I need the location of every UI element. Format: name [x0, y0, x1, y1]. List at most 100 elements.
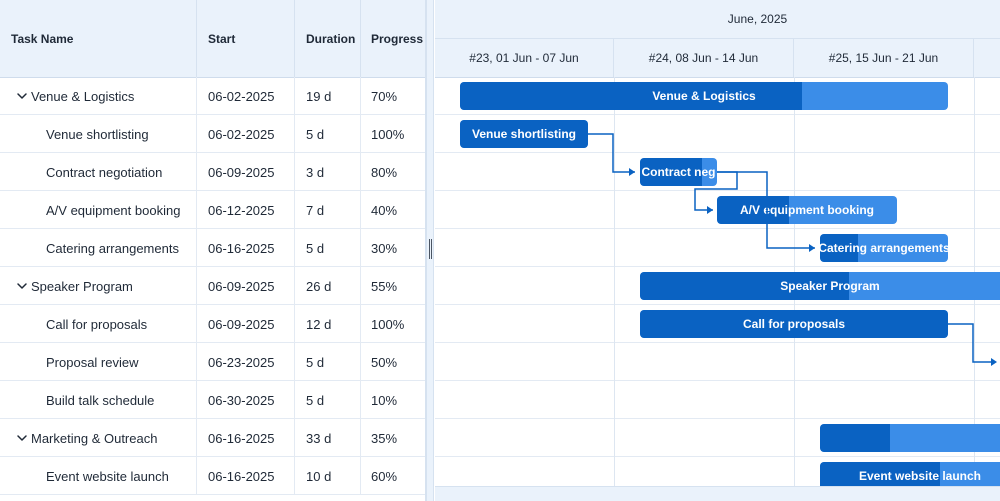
cell-progress: 55%	[361, 267, 425, 305]
cell-progress: 50%	[361, 343, 425, 381]
cell-text: 06-02-2025	[208, 126, 275, 142]
cell-duration: 5 d	[295, 115, 361, 153]
cell-text: 30%	[371, 240, 398, 256]
timeline-week-24: #24, 08 Jun - 14 Jun	[614, 39, 794, 77]
grid-header: Task Name Start Duration Progress	[0, 0, 425, 78]
cell-progress: 35%	[361, 419, 425, 457]
chevron-down-icon[interactable]	[15, 431, 29, 445]
task-bar-label: Call for proposals	[742, 317, 846, 331]
table-row[interactable]: Speaker Program 06-09-2025 26 d 55%	[0, 267, 425, 305]
task-bar-label	[820, 424, 1000, 452]
cell-text: 60%	[371, 468, 398, 484]
cell-text: 5 d	[306, 392, 325, 408]
column-header-task-name[interactable]: Task Name	[0, 0, 197, 77]
pane-splitter[interactable]	[426, 0, 434, 501]
chart-row	[435, 229, 1000, 267]
cell-text: 70%	[371, 88, 398, 104]
cell-name: Catering arrangements	[0, 229, 197, 267]
table-row[interactable]: Catering arrangements 06-16-2025 5 d 30%	[0, 229, 425, 267]
cell-name: Event website launch	[0, 457, 197, 495]
cell-text: 06-16-2025	[208, 240, 275, 256]
cell-name: Marketing & Outreach	[0, 419, 197, 457]
cell-text: 33 d	[306, 430, 332, 446]
cell-progress: 30%	[361, 229, 425, 267]
task-bar-label: Venue & Logistics	[652, 89, 756, 103]
task-bar-progress	[820, 424, 890, 452]
task-bar-label: Venue shortlisting	[471, 127, 576, 141]
cell-text: 50%	[371, 354, 398, 370]
cell-text: 12 d	[306, 316, 332, 332]
cell-progress: 40%	[361, 191, 425, 229]
cell-name: Venue shortlisting	[0, 115, 197, 153]
table-row[interactable]: Build talk schedule 06-30-2025 5 d 10%	[0, 381, 425, 419]
task-bar-progress	[640, 272, 849, 300]
task-bar[interactable]: A/V equipment booking	[717, 196, 897, 224]
cell-duration: 5 d	[295, 229, 361, 267]
table-row[interactable]: Marketing & Outreach 06-16-2025 33 d 35%	[0, 419, 425, 457]
task-bar-label: A/V equipment booking	[740, 203, 874, 217]
task-bar-progress	[460, 82, 802, 110]
cell-text: Call for proposals	[46, 316, 148, 332]
table-row[interactable]: Call for proposals 06-09-2025 12 d 100%	[0, 305, 425, 343]
cell-duration: 33 d	[295, 419, 361, 457]
cell-text: 06-16-2025	[208, 468, 275, 484]
chart-body: Venue & Logistics Venue shortlisting Contr…	[435, 77, 1000, 495]
column-header-duration[interactable]: Duration	[295, 0, 361, 77]
cell-name: Proposal review	[0, 343, 197, 381]
cell-text: 19 d	[306, 88, 332, 104]
cell-progress: 10%	[361, 381, 425, 419]
task-bar[interactable]: Venue shortlisting	[460, 120, 588, 148]
cell-text: Proposal review	[46, 354, 139, 370]
chevron-down-icon[interactable]	[15, 279, 29, 293]
chart-row	[435, 153, 1000, 191]
table-row[interactable]: Venue shortlisting 06-02-2025 5 d 100%	[0, 115, 425, 153]
cell-duration: 12 d	[295, 305, 361, 343]
cell-text: 3 d	[306, 164, 325, 180]
horizontal-scrollbar[interactable]	[435, 486, 1000, 501]
chart-row	[435, 305, 1000, 343]
cell-name: Contract negotiation	[0, 153, 197, 191]
table-row[interactable]: Event website launch 06-16-2025 10 d 60%	[0, 457, 425, 495]
cell-duration: 7 d	[295, 191, 361, 229]
cell-start: 06-16-2025	[197, 229, 295, 267]
task-bar[interactable]: Catering arrangements	[820, 234, 948, 262]
task-bar-label: Speaker Program	[780, 279, 880, 293]
cell-text: 35%	[371, 430, 398, 446]
cell-duration: 19 d	[295, 77, 361, 115]
task-bar-label: Catering arrangements	[820, 241, 948, 255]
chevron-down-icon[interactable]	[15, 89, 29, 103]
column-header-start[interactable]: Start	[197, 0, 295, 77]
cell-start: 06-16-2025	[197, 419, 295, 457]
cell-text: 55%	[371, 278, 398, 294]
task-bar[interactable]: Speaker Program	[640, 272, 1000, 300]
cell-start: 06-09-2025	[197, 153, 295, 191]
cell-duration: 5 d	[295, 343, 361, 381]
cell-text: 26 d	[306, 278, 332, 294]
task-bar[interactable]	[820, 424, 1000, 452]
cell-progress: 80%	[361, 153, 425, 191]
cell-text: 06-09-2025	[208, 316, 275, 332]
task-bar[interactable]: Event website launch	[820, 462, 1000, 490]
cell-name: Speaker Program	[0, 267, 197, 305]
table-row[interactable]: Venue & Logistics 06-02-2025 19 d 70%	[0, 77, 425, 115]
gantt-chart: June, 2025 #23, 01 Jun - 07 Jun #24, 08 …	[435, 0, 1000, 501]
cell-progress: 100%	[361, 305, 425, 343]
cell-text: 10%	[371, 392, 398, 408]
cell-text: Venue shortlisting	[46, 126, 149, 142]
table-row[interactable]: Contract negotiation 06-09-2025 3 d 80%	[0, 153, 425, 191]
table-row[interactable]: A/V equipment booking 06-12-2025 7 d 40%	[0, 191, 425, 229]
column-header-progress[interactable]: Progress	[371, 31, 424, 46]
cell-text: 06-30-2025	[208, 392, 275, 408]
table-row[interactable]: Proposal review 06-23-2025 5 d 50%	[0, 343, 425, 381]
cell-text: Contract negotiation	[46, 164, 163, 180]
cell-start: 06-23-2025	[197, 343, 295, 381]
task-bar[interactable]: Contract neg	[640, 158, 717, 186]
cell-text: 10 d	[306, 468, 332, 484]
timeline-week-25: #25, 15 Jun - 21 Jun	[794, 39, 974, 77]
task-bar[interactable]: Venue & Logistics	[460, 82, 948, 110]
cell-text: Venue & Logistics	[31, 88, 135, 104]
task-bar[interactable]: Call for proposals	[640, 310, 948, 338]
splitter-grip-icon[interactable]	[428, 239, 433, 259]
task-bar-label: Contract neg	[641, 165, 716, 179]
cell-start: 06-09-2025	[197, 267, 295, 305]
